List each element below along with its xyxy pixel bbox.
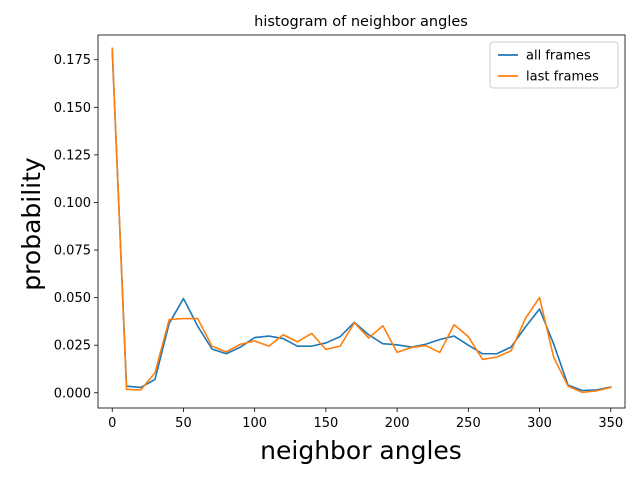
y-axis-label: probability: [17, 157, 46, 291]
x-tick-label: 250: [456, 416, 481, 431]
x-tick-label: 200: [385, 416, 410, 431]
x-tick-label: 50: [175, 416, 192, 431]
legend-box: [489, 41, 619, 89]
legend: all frames last frames: [489, 41, 619, 89]
chart-title: histogram of neighbor angles: [254, 14, 468, 30]
x-tick-label: 0: [108, 416, 116, 431]
x-tick-label: 100: [242, 416, 267, 431]
y-tick-label: 0.050: [54, 291, 91, 306]
series-line-last-frames: [111, 47, 612, 394]
legend-label-all-frames: all frames: [526, 49, 591, 64]
y-tick-label: 0.000: [54, 386, 91, 401]
x-tick-label: 350: [598, 416, 623, 431]
y-tick-label: 0.075: [54, 244, 91, 259]
x-tick-label: 300: [527, 416, 552, 431]
y-tick-label: 0.100: [54, 196, 91, 211]
legend-label-last-frames: last frames: [526, 70, 599, 85]
series-line-all-frames: [111, 49, 612, 392]
y-tick-label: 0.025: [54, 339, 91, 354]
plot-frame: [97, 34, 626, 409]
plot-area: [111, 47, 612, 394]
axes: 0 50 100 150 200 250 300 350 0.000 0.025 0.050 0.07…: [54, 34, 626, 431]
y-tick-label: 0.150: [54, 101, 91, 116]
y-tick-label: 0.175: [54, 53, 91, 68]
x-tick-label: 150: [313, 416, 338, 431]
x-axis-label: neighbor angles: [260, 436, 462, 465]
y-tick-label: 0.125: [54, 148, 91, 163]
